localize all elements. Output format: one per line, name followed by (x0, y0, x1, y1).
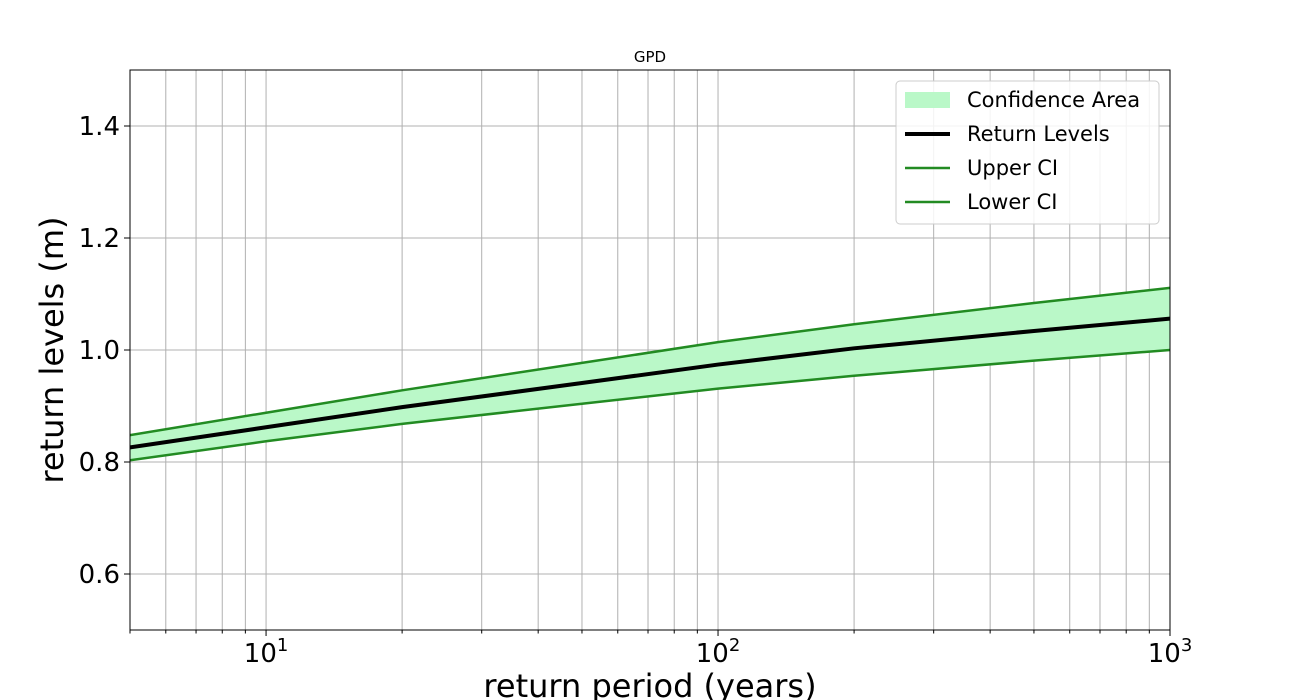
chart-title: GPD (634, 48, 666, 66)
legend-confidence-area-swatch (905, 92, 950, 108)
x-axis-label: return period (years) (483, 667, 816, 700)
legend-box (895, 80, 1160, 225)
y-tick-label: 1.0 (79, 336, 120, 366)
axis-ticks: 0.6 0.8 1.0 1.2 1.4 101 102 103 (79, 112, 1193, 669)
lower-ci-line (130, 348, 1170, 462)
x-tick-label: 101 (244, 635, 289, 669)
y-tick-label: 1.2 (79, 224, 120, 254)
legend-lower-ci-label: Lower CI (967, 190, 1057, 214)
legend-confidence-area-label: Confidence Area (967, 88, 1140, 112)
legend-upper-ci-label: Upper CI (967, 156, 1058, 180)
legend-return-levels-label: Return Levels (967, 122, 1110, 146)
x-tick-label: 103 (1148, 635, 1193, 669)
y-tick-label: 1.4 (79, 112, 120, 142)
return-levels-line (130, 316, 1170, 450)
legend: Confidence Area Return Levels Upper CI Lowe… (895, 80, 1160, 225)
upper-ci-line (130, 286, 1170, 437)
y-axis-label: return levels (m) (33, 216, 71, 483)
y-tick-label: 0.6 (79, 560, 120, 590)
plot-area (130, 286, 1170, 462)
x-tick-label: 102 (696, 635, 741, 669)
y-tick-label: 0.8 (79, 448, 120, 478)
